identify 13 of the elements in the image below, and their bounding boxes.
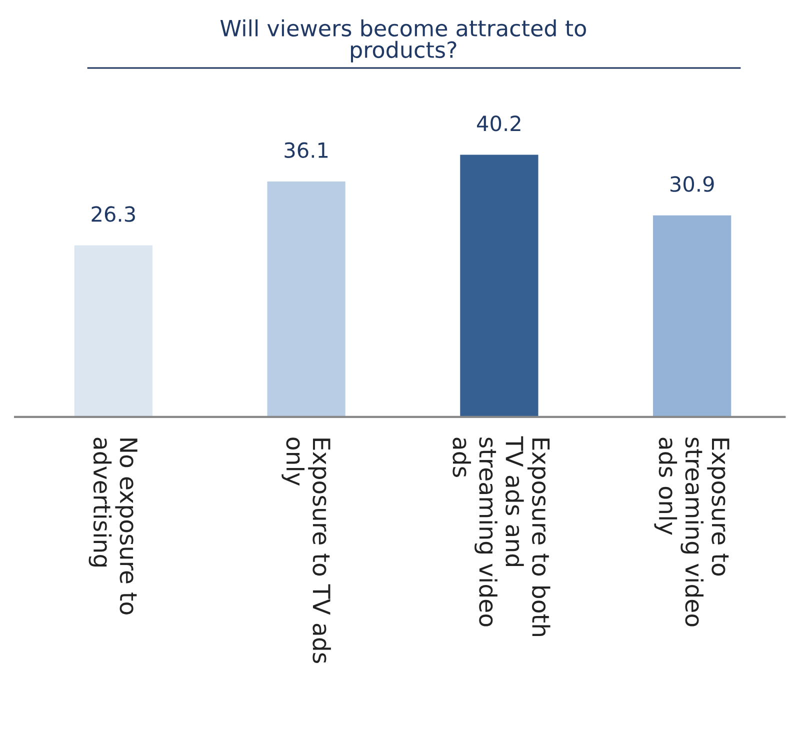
bar — [653, 215, 732, 417]
bar — [267, 182, 346, 417]
x-tick-label: Exposure to both TV ads and streaming video ads — [452, 436, 550, 636]
bar — [460, 154, 538, 417]
data-label: 30.9 — [670, 176, 714, 192]
chart-title: Will viewers become attracted to products? — [220, 19, 586, 62]
data-label: 26.3 — [92, 206, 135, 222]
data-label: 36.1 — [284, 142, 328, 158]
x-tick-label: Exposure to TV ads only — [282, 438, 331, 664]
data-label: 40.2 — [477, 116, 520, 132]
x-tick-label: No exposure to advertising — [88, 438, 138, 614]
bar — [74, 245, 152, 417]
x-tick-label: Exposure to streaming video ads only — [654, 438, 730, 626]
